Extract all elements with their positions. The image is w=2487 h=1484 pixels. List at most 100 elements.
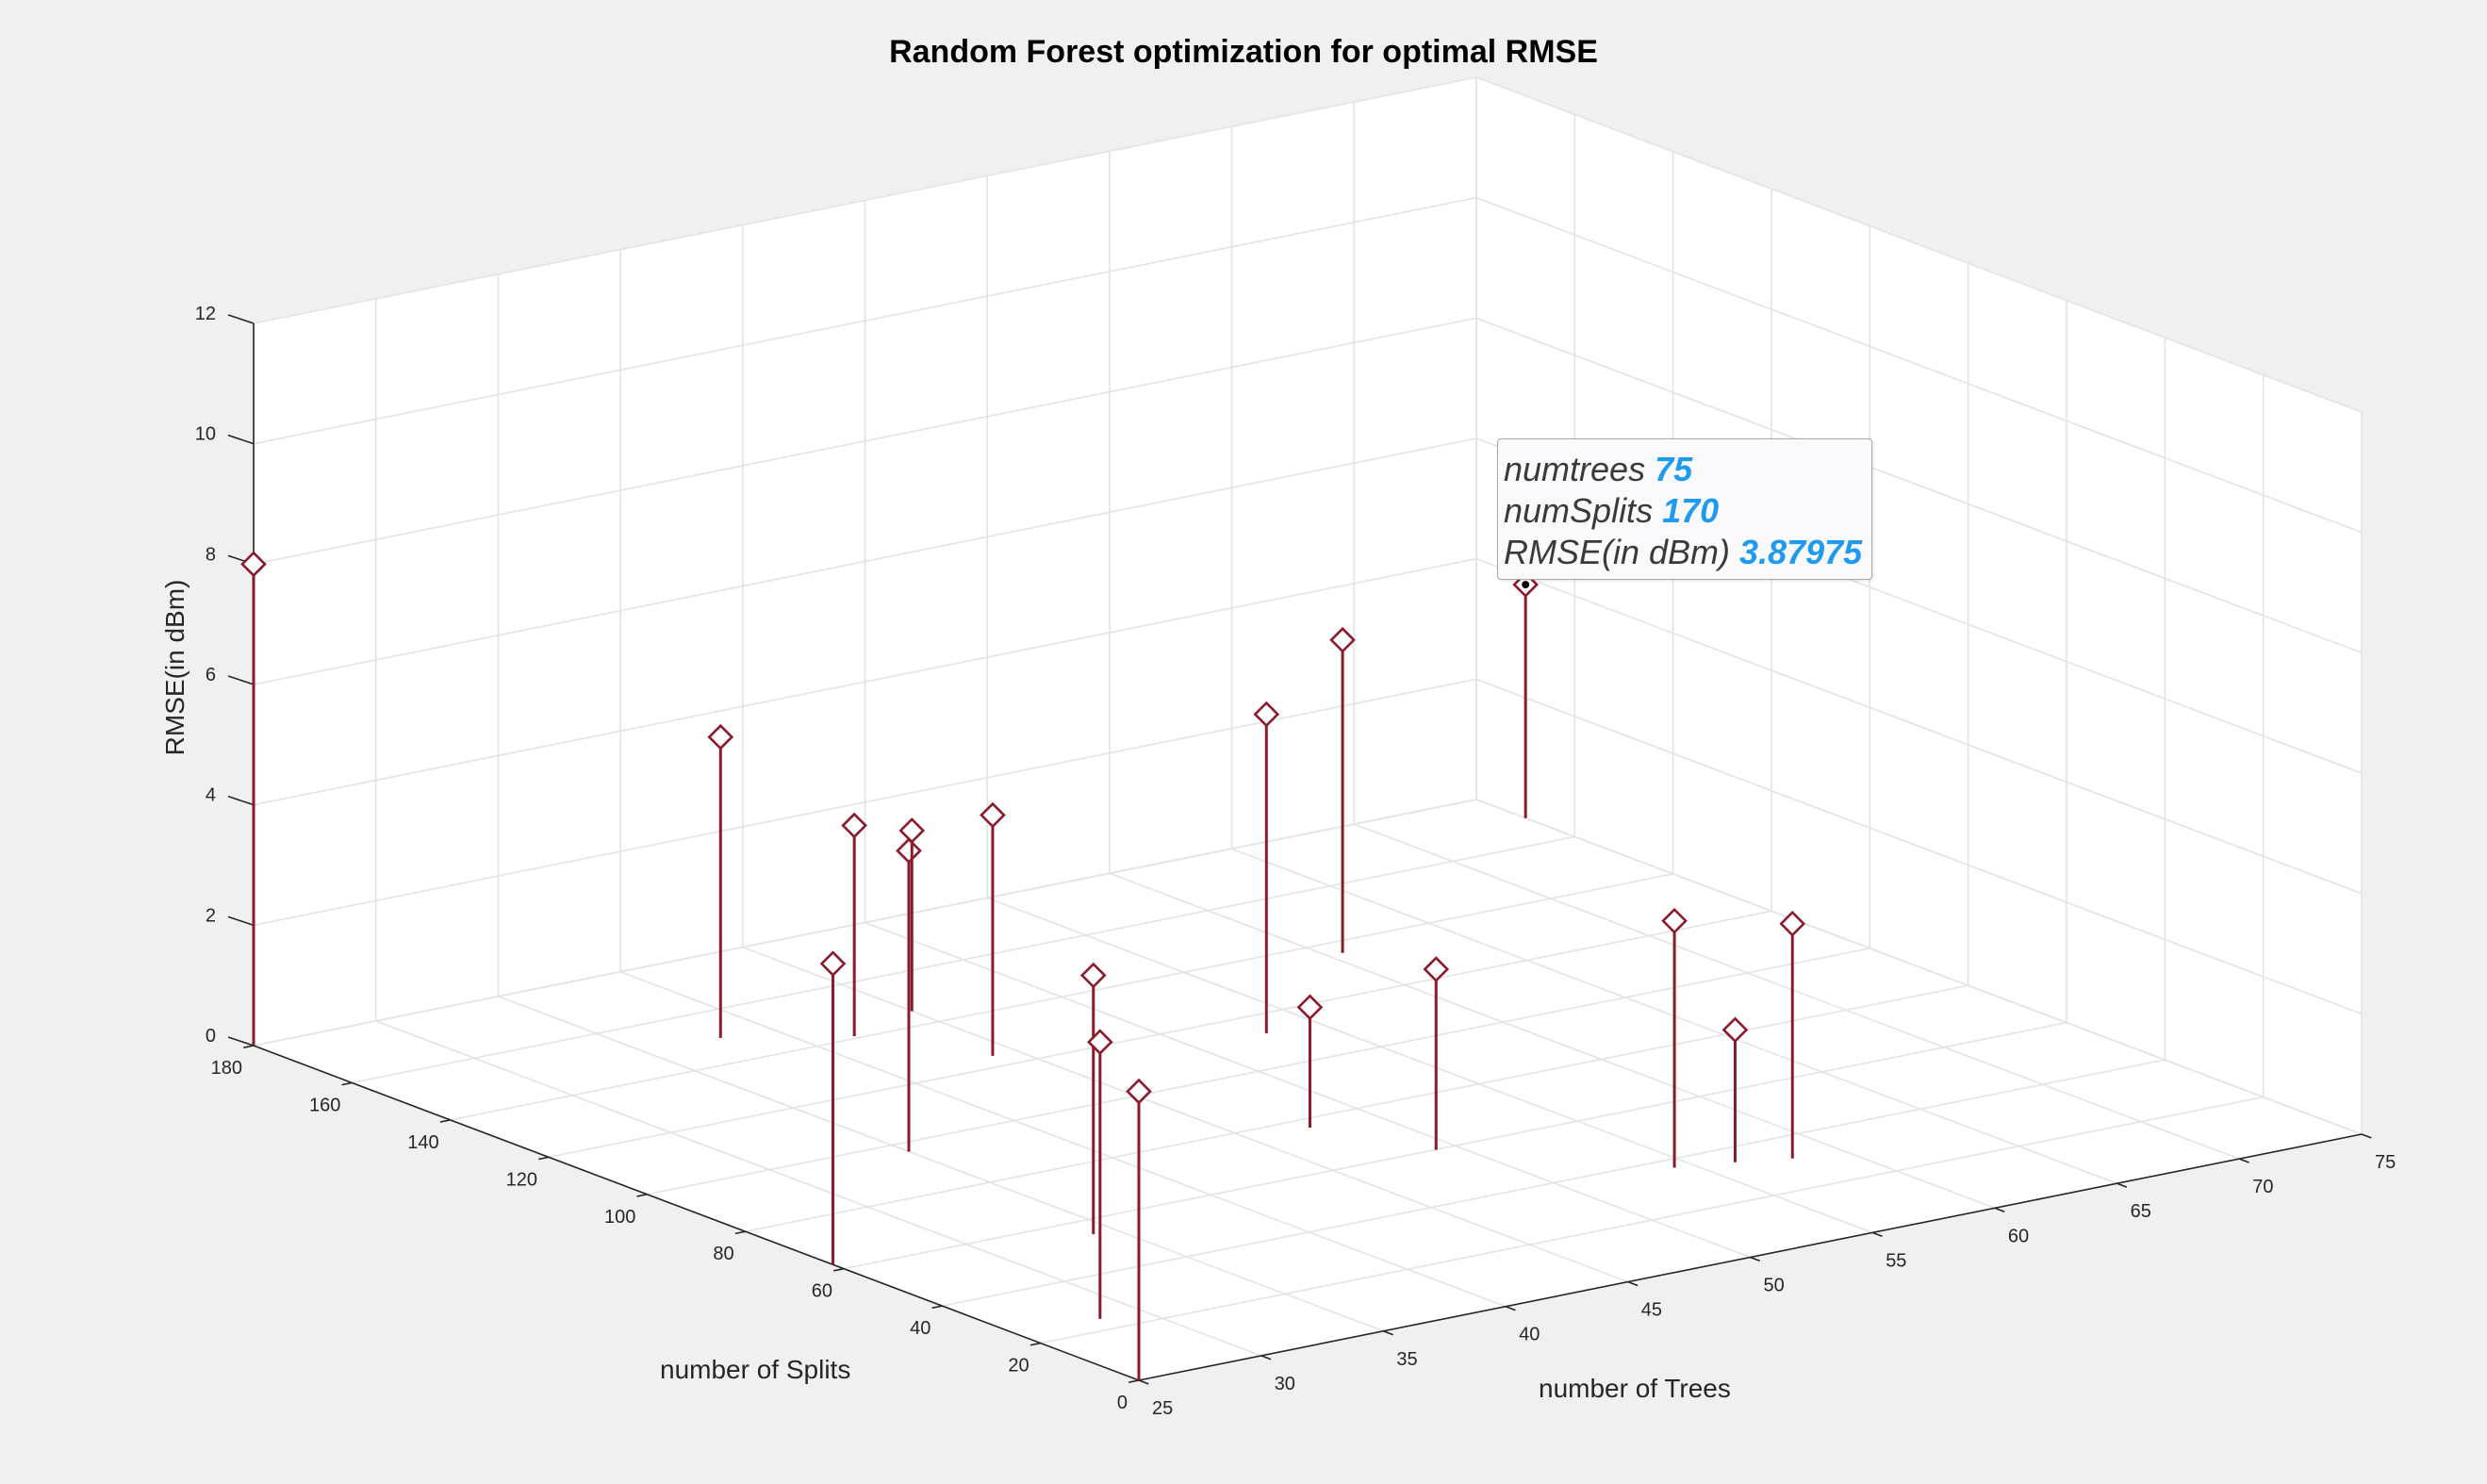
grid-line-x-floor — [742, 946, 1629, 1283]
z-tick-label: 8 — [206, 544, 216, 565]
z-tick-mark — [227, 915, 255, 927]
grid-line-z-sidewall — [1475, 196, 2363, 534]
x-tick-mark — [2239, 1158, 2249, 1163]
data-point-marker — [841, 812, 868, 839]
y-tick-label: 40 — [910, 1318, 931, 1339]
y-tick-mark — [243, 1045, 255, 1048]
y-tick-mark — [538, 1156, 550, 1161]
z-tick-label: 4 — [206, 785, 216, 806]
datatip-row-y: numSplits 170 — [1504, 490, 1862, 532]
x-tick-mark — [1994, 1207, 2005, 1212]
y-tick-label: 120 — [506, 1169, 537, 1190]
y-tick-mark — [636, 1193, 648, 1197]
x-tick-label: 30 — [1275, 1374, 1295, 1394]
data-point-marker — [1329, 626, 1356, 653]
grid-line-y-floor — [745, 984, 1968, 1233]
data-point-marker — [707, 723, 734, 750]
grid-line-y-floor — [942, 1059, 2166, 1307]
x-tick-label: 40 — [1519, 1325, 1540, 1345]
x-tick-label: 35 — [1396, 1349, 1417, 1370]
data-point-marker — [240, 551, 267, 578]
grid-line-z-backwall — [253, 799, 1477, 1047]
data-point-marker — [1779, 910, 1806, 937]
data-point-marker — [1126, 1078, 1152, 1105]
y-tick-mark — [1128, 1379, 1140, 1383]
data-point-marker — [1423, 956, 1450, 982]
y-tick-label: 20 — [1008, 1356, 1029, 1377]
data-point-marker — [1079, 962, 1107, 989]
datatip-x-label: numtrees — [1504, 450, 1646, 488]
x-tick-label: 65 — [2131, 1201, 2151, 1222]
data-point-marker — [980, 801, 1006, 829]
y-tick-label: 180 — [211, 1058, 242, 1079]
data-point-marker — [1086, 1029, 1113, 1056]
y-tick-mark — [833, 1267, 845, 1272]
y-tick-mark — [439, 1119, 451, 1123]
x-tick-mark — [1138, 1379, 1149, 1385]
z-tick-mark — [227, 675, 255, 685]
grid-line-x-floor — [375, 1020, 1261, 1357]
grid-line-x-floor — [619, 970, 1507, 1308]
grid-line-x-floor — [865, 921, 1751, 1259]
grid-line-z-sidewall — [1475, 678, 2363, 1015]
grid-line-y-floor — [352, 835, 1575, 1084]
x-axis-label: number of Trees — [1539, 1374, 1731, 1403]
datatip-x-value: 75 — [1655, 450, 1693, 488]
chart-title: Random Forest optimization for optimal R… — [889, 34, 1598, 70]
grid-line-x-floor — [1109, 872, 1996, 1210]
x-tick-mark — [1871, 1231, 1883, 1238]
grid-line-z-backwall — [253, 76, 1477, 324]
grid-line-z-sidewall — [1475, 557, 2363, 895]
x-tick-label: 45 — [1641, 1300, 1662, 1321]
y-tick-mark — [341, 1081, 353, 1086]
y-tick-mark — [931, 1305, 943, 1310]
datatip[interactable]: numtrees 75 numSplits 170 RMSE(in dBm) 3… — [1497, 438, 1873, 580]
data-point-marker — [819, 950, 847, 977]
x-tick-mark — [1505, 1305, 1516, 1311]
datatip-anchor-dot — [1522, 581, 1530, 589]
datatip-y-label: numSplits — [1504, 491, 1654, 530]
x-tick-mark — [1260, 1355, 1272, 1360]
grid-line-x-floor — [1354, 823, 2240, 1160]
y-tick-label: 140 — [407, 1132, 438, 1153]
data-point-marker — [1253, 701, 1280, 728]
z-tick-mark — [227, 434, 255, 445]
z-tick-label: 10 — [195, 424, 216, 445]
z-tick-label: 6 — [206, 665, 216, 685]
grid-line-x-floor — [986, 897, 1873, 1234]
y-tick-label: 160 — [309, 1095, 340, 1115]
z-tick-mark — [227, 1036, 255, 1047]
data-point-marker — [1721, 1016, 1749, 1044]
tick-labels: 2530354045505560657075020406080100120140… — [195, 304, 2396, 1419]
y-tick-label: 60 — [812, 1281, 832, 1302]
data-point-marker — [896, 837, 922, 865]
datatip-z-label: RMSE(in dBm) — [1504, 533, 1731, 571]
x-tick-mark — [1627, 1280, 1639, 1287]
grid-line-z-sidewall — [1475, 317, 2363, 654]
grid-line-y-floor — [647, 947, 1870, 1195]
grid-line-z-backwall — [253, 317, 1477, 566]
y-axis-line — [253, 1045, 1140, 1381]
x-tick-label: 55 — [1886, 1250, 1906, 1271]
datatip-row-x: numtrees 75 — [1504, 449, 1862, 490]
y-tick-mark — [734, 1230, 746, 1235]
datatip-y-value: 170 — [1662, 491, 1720, 530]
grid-line-z-sidewall — [1475, 799, 2363, 1135]
grid-line-y-floor — [548, 910, 1772, 1159]
grid-line-y-floor — [450, 873, 1673, 1121]
y-tick-label: 80 — [713, 1244, 733, 1264]
z-tick-label: 12 — [195, 304, 216, 324]
grid-line-z-sidewall — [1475, 76, 2363, 413]
z-tick-label: 0 — [206, 1026, 216, 1047]
x-tick-mark — [2361, 1133, 2372, 1139]
z-tick-mark — [227, 795, 255, 806]
z-tick-mark — [227, 314, 255, 324]
x-tick-mark — [1750, 1256, 1761, 1262]
datatip-row-z: RMSE(in dBm) 3.87975 — [1504, 532, 1862, 573]
grid-line-x-floor — [498, 996, 1384, 1332]
data-point-marker — [1296, 994, 1324, 1021]
data-point-marker — [898, 817, 926, 844]
x-tick-label: 60 — [2008, 1226, 2029, 1246]
